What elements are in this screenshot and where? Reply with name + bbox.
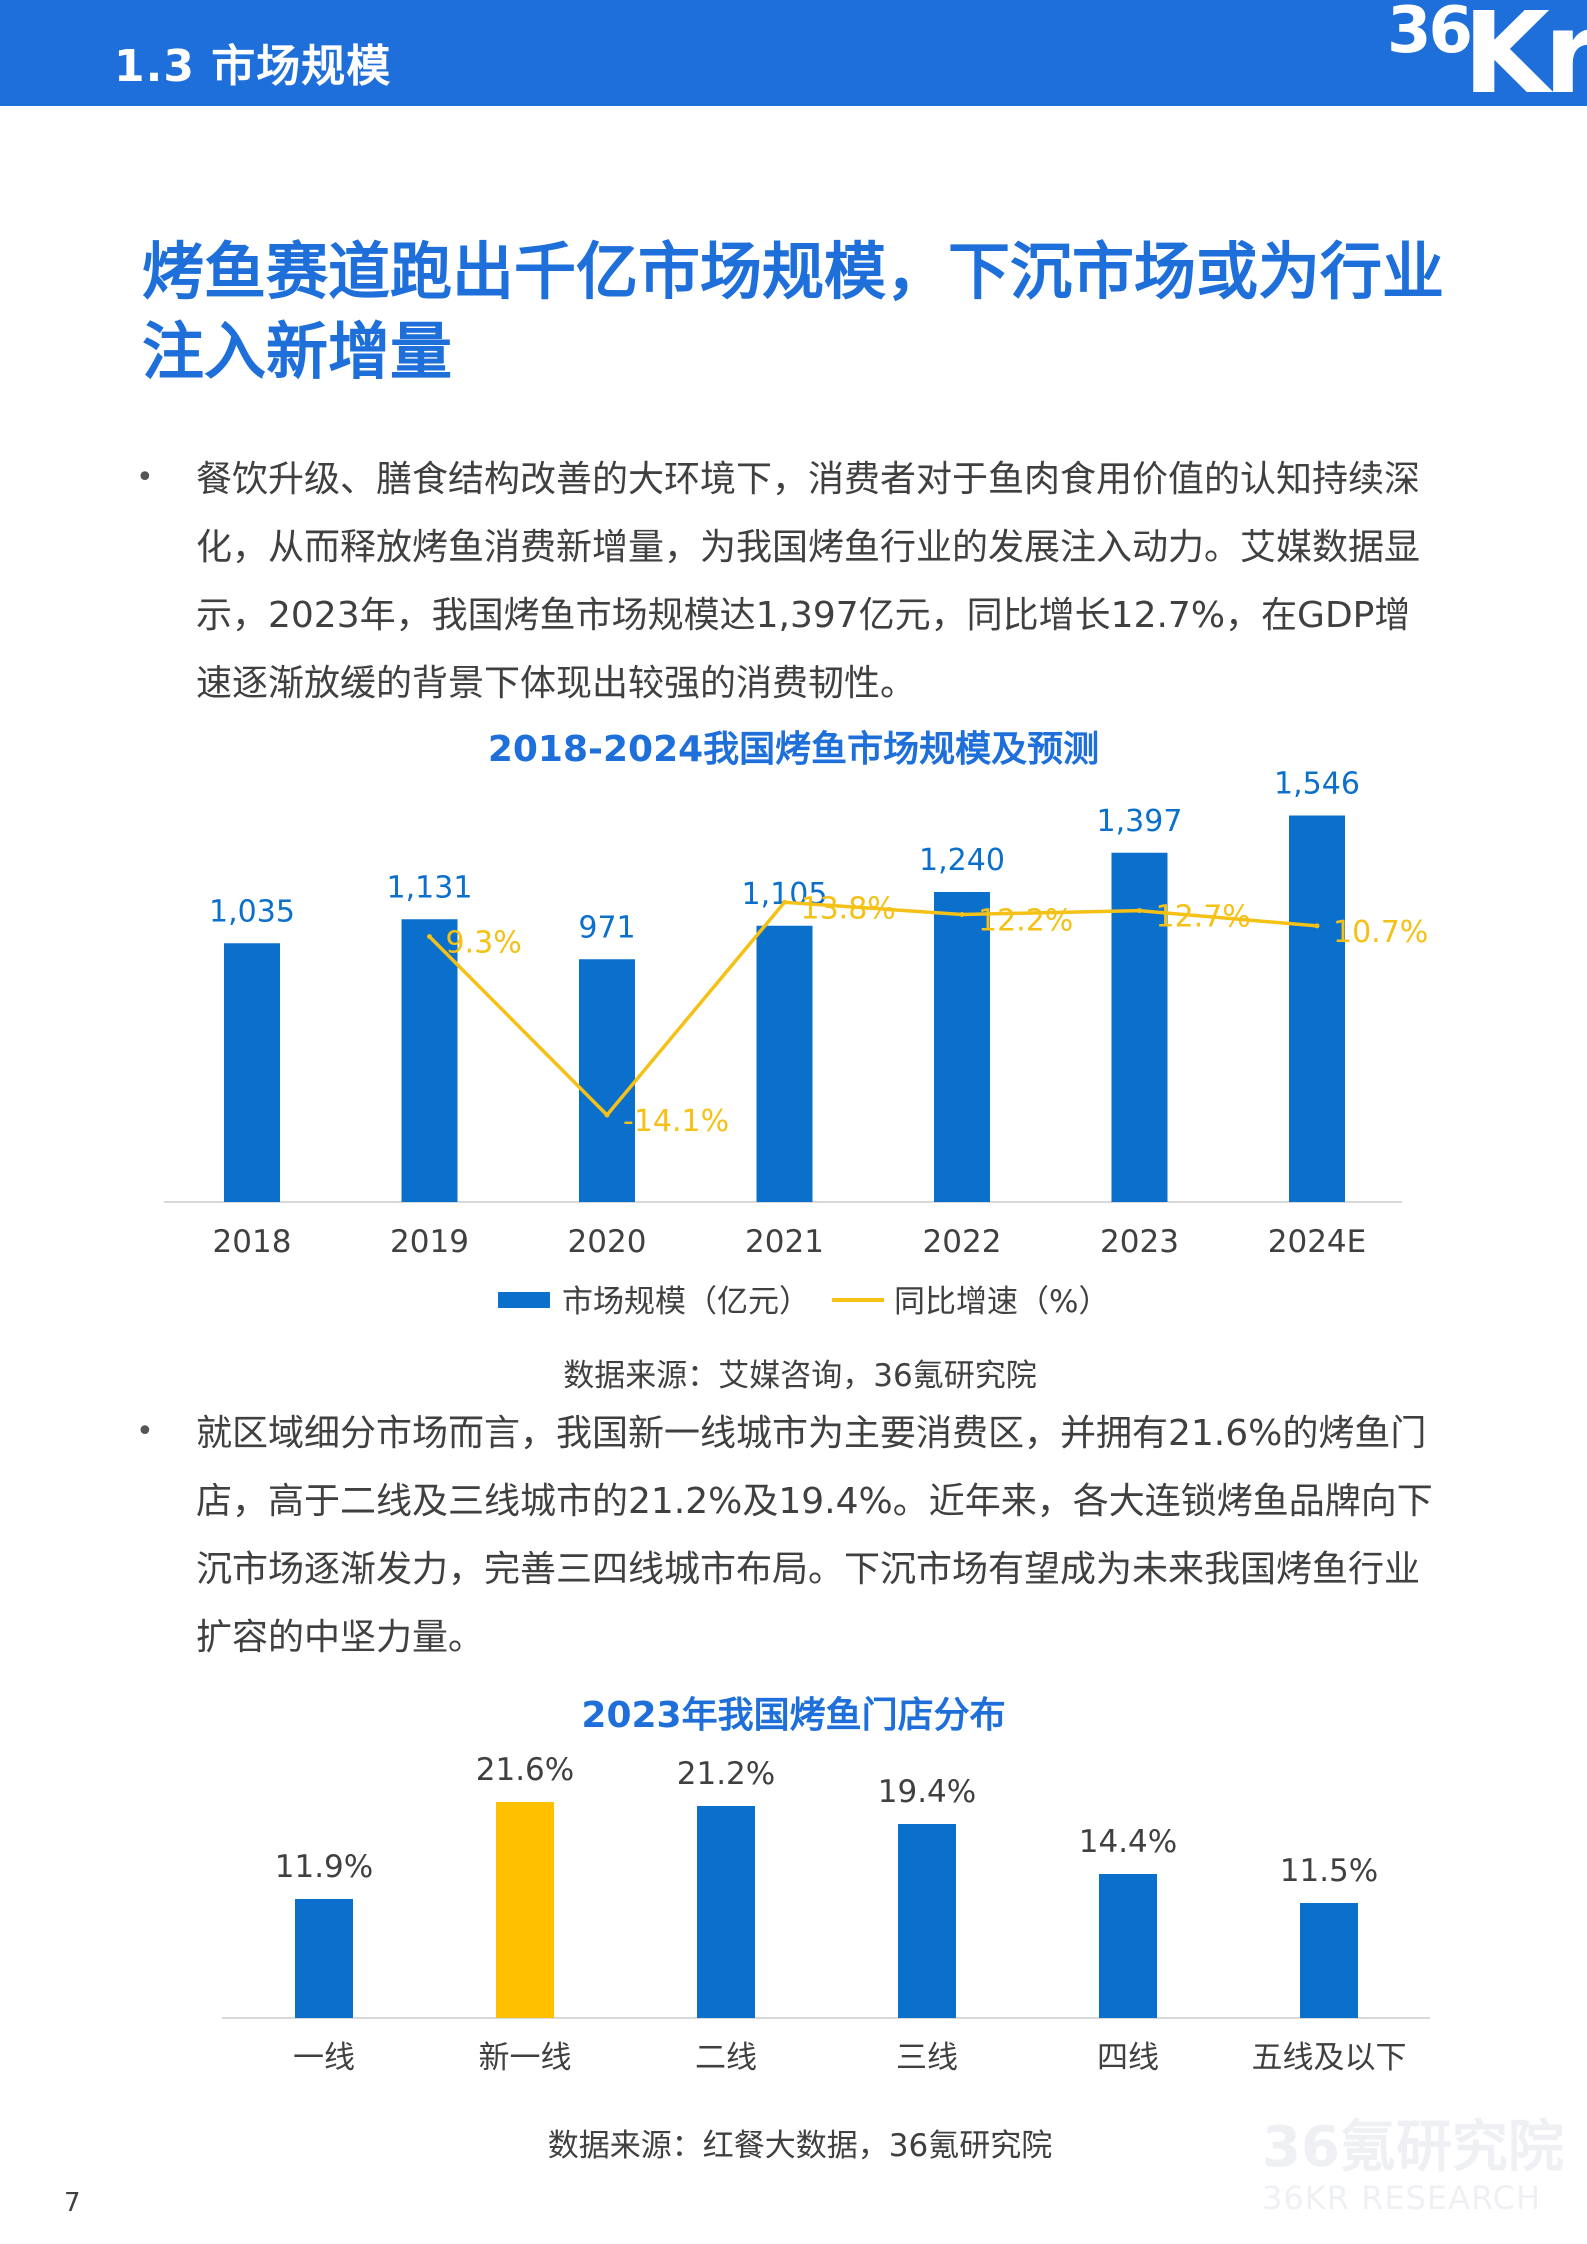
chart1-legend-bar-swatch	[498, 1292, 550, 1308]
chart1-growth-label: 10.7%	[1333, 915, 1428, 950]
chart1-growth-point	[604, 1112, 610, 1118]
chart1-growth-label: 13.8%	[801, 891, 896, 926]
chart1-bar-label: 1,131	[387, 870, 473, 905]
chart1-x-tick: 2020	[568, 1224, 647, 1260]
page-number: 7	[64, 2188, 81, 2218]
chart1-x-tick: 2022	[923, 1224, 1002, 1260]
chart1-x-tick: 2021	[745, 1224, 824, 1260]
chart2-x-tick: 二线	[695, 2040, 757, 2076]
chart1-legend-line-label: 同比增速（%）	[894, 1284, 1109, 1320]
chart2-title: 2023年我国烤鱼门店分布	[581, 1695, 1006, 1736]
chart1-growth-point	[1314, 923, 1320, 929]
chart2-x-tick: 一线	[293, 2040, 355, 2076]
logo-kr-text: Kr	[1463, 0, 1587, 106]
chart1-bar	[579, 959, 635, 1202]
chart2-bar	[1099, 1874, 1157, 2018]
chart1-growth-point	[1137, 908, 1142, 914]
chart2-bar	[697, 1806, 755, 2018]
watermark: 36氪研究院 36KR RESEARCH	[1262, 2118, 1564, 2218]
chart1-source: 数据来源：艾媒咨询，36氪研究院	[563, 1358, 1037, 1394]
chart1-market-size: 1,03520181,131201997120201,10520211,2402…	[164, 767, 1428, 1320]
logo-36-text: 36	[1387, 0, 1473, 68]
logo-36kr: 36 Kr	[1377, 0, 1587, 106]
chart2-bar-label: 19.4%	[878, 1774, 976, 1810]
chart2-x-tick: 三线	[896, 2040, 958, 2076]
chart1-x-tick: 2019	[390, 1224, 469, 1260]
chart2-bar	[295, 1899, 353, 2018]
chart2-bar	[496, 1802, 554, 2018]
bullet-marker: •	[136, 1414, 154, 1449]
chart2-x-tick: 四线	[1097, 2040, 1159, 2076]
watermark-line2: 36KR RESEARCH	[1262, 2179, 1542, 2217]
bullet-marker: •	[136, 460, 154, 495]
watermark-line1: 36氪研究院	[1262, 2115, 1564, 2180]
chart1-bar-label: 1,240	[919, 843, 1005, 878]
chart1-growth-point	[782, 899, 787, 905]
chart2-bar	[1300, 1903, 1358, 2018]
header-bar	[0, 0, 1587, 106]
chart1-growth-point	[959, 911, 965, 917]
bullet-paragraph-2: 就区域细分市场而言，我国新一线城市为主要消费区，并拥有21.6%的烤鱼门店，高于…	[196, 1413, 1433, 1658]
chart1-growth-label: 12.7%	[1156, 900, 1251, 935]
chart2-bar-label: 11.9%	[275, 1849, 373, 1885]
chart1-growth-label: 9.3%	[446, 926, 522, 961]
chart2-bar	[898, 1824, 956, 2018]
chart2-store-distribution: 11.9% 一线 21.6% 新一线 21.2% 二线 19.4% 三线 14.4% 四线 11.5…	[222, 1752, 1430, 2076]
section-title: 1.3 市场规模	[114, 41, 392, 92]
chart1-growth-line	[428, 900, 1318, 1118]
chart1-bar	[934, 892, 990, 1202]
chart1-x-tick: 2024E	[1268, 1224, 1366, 1260]
chart2-bar-label: 21.2%	[677, 1756, 775, 1792]
chart1-bar	[1289, 815, 1345, 1202]
chart2-x-tick: 新一线	[479, 2040, 572, 2076]
chart1-bar	[224, 943, 280, 1202]
bullet-paragraph-1: 餐饮升级、膳食结构改善的大环境下，消费者对于鱼肉食用价值的认知持续深化，从而释放…	[196, 459, 1421, 704]
chart2-source: 数据来源：红餐大数据，36氪研究院	[547, 2128, 1053, 2164]
chart1-bar-label: 1,546	[1274, 767, 1360, 802]
chart1-growth-point	[427, 934, 432, 940]
chart1-growth-label: -14.1%	[623, 1104, 729, 1139]
chart1-x-tick: 2023	[1100, 1224, 1179, 1260]
chart1-x-tick: 2018	[213, 1224, 292, 1260]
chart2-bar-label: 14.4%	[1079, 1824, 1177, 1860]
chart1-bar-label: 971	[578, 910, 635, 945]
chart2-x-tick: 五线及以下	[1252, 2040, 1407, 2076]
chart1-bar	[756, 925, 813, 1202]
chart1-legend-bar-label: 市场规模（亿元）	[562, 1284, 810, 1320]
chart1-bar	[401, 919, 458, 1202]
chart1-bar-label: 1,397	[1097, 804, 1183, 839]
chart2-bar-label: 11.5%	[1280, 1853, 1378, 1889]
chart1-growth-label: 12.2%	[978, 903, 1073, 938]
headline: 烤鱼赛道跑出千亿市场规模，下沉市场或为行业注入新增量	[142, 235, 1445, 388]
chart1-bar-label: 1,035	[209, 894, 295, 929]
chart2-bar-label: 21.6%	[476, 1752, 574, 1788]
chart1-title: 2018-2024我国烤鱼市场规模及预测	[487, 729, 1100, 770]
